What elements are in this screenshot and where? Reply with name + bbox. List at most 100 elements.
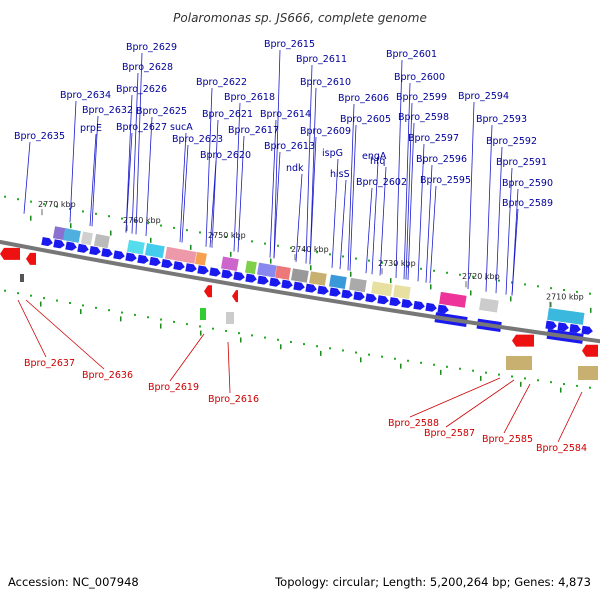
guide-dot — [277, 338, 279, 341]
guide-dot — [342, 349, 344, 352]
leader-line — [131, 72, 139, 234]
feature-block — [349, 277, 367, 293]
scale-label: 2760 kbp — [123, 216, 161, 225]
feature-block — [244, 260, 257, 275]
reverse-gene-arrow — [26, 252, 36, 265]
guide-dot — [459, 367, 461, 370]
guide-dot — [511, 375, 513, 378]
forward-gene-arrow — [353, 291, 365, 301]
leader-line — [169, 333, 205, 382]
guide-dot — [498, 373, 500, 376]
forward-gene-arrow — [569, 324, 581, 333]
gene-label-forward: ispG — [322, 148, 343, 159]
feature-tracks — [0, 226, 598, 380]
guide-dot — [407, 359, 409, 362]
forward-gene-arrow — [269, 277, 281, 287]
gene-label-forward: Bpro_2623 — [172, 134, 223, 145]
forward-gene-arrow — [329, 287, 341, 297]
guide-dot — [82, 210, 84, 213]
gene-label-forward: Bpro_2596 — [416, 154, 467, 165]
guide-tick — [190, 244, 192, 250]
guide-dot — [199, 325, 201, 328]
guide-dot — [576, 290, 578, 293]
guide-dot — [381, 355, 383, 358]
leader-line — [407, 122, 415, 280]
leader-line — [417, 143, 425, 282]
gene-label-forward: Bpro_2610 — [300, 77, 351, 88]
forward-gene-arrow — [389, 297, 401, 307]
forward-gene-arrow — [41, 237, 53, 247]
guide-dot — [17, 198, 19, 201]
guide-tick — [230, 251, 232, 257]
gene-label-forward: Bpro_2632 — [82, 105, 133, 116]
gene-label-forward: Bpro_2635 — [14, 131, 65, 142]
feature-block — [144, 243, 165, 259]
guide-tick — [550, 302, 552, 308]
gene-label-reverse: Bpro_2636 — [82, 370, 133, 381]
gene-label-reverse: Bpro_2584 — [536, 443, 587, 454]
leader-line — [273, 151, 281, 259]
gene-label-forward: Bpro_2622 — [196, 77, 247, 88]
gene-label-forward: Bpro_2628 — [122, 62, 173, 73]
guide-dot — [147, 316, 149, 319]
gene-label-forward: Bpro_2627 — [116, 122, 167, 133]
leader-line — [17, 299, 47, 358]
gene-label-forward: Bpro_2613 — [264, 141, 315, 152]
guide-tick — [510, 296, 512, 302]
leader-line — [211, 119, 219, 248]
guide-dot — [316, 251, 318, 254]
guide-tick — [200, 330, 202, 336]
gene-label-forward: Bpro_2600 — [394, 72, 445, 83]
guide-dot — [589, 292, 591, 295]
feature-block — [164, 246, 197, 264]
leader-line — [339, 179, 347, 270]
forward-gene-arrow — [137, 254, 149, 264]
leader-line — [349, 124, 357, 271]
gene-label-forward: Bpro_2634 — [60, 90, 111, 101]
feature-block — [309, 271, 327, 286]
gene-label-forward: Bpro_2598 — [398, 112, 449, 123]
feature-block — [479, 297, 499, 313]
scale-label: 2720 kbp — [462, 272, 500, 281]
guide-dot — [589, 386, 591, 389]
leader-line — [205, 87, 213, 247]
leader-line — [23, 141, 31, 214]
guide-dot — [368, 259, 370, 262]
guide-dot — [524, 377, 526, 380]
guide-dot — [459, 273, 461, 276]
leader-line — [209, 160, 217, 248]
guide-dot — [342, 255, 344, 258]
guide-dot — [537, 379, 539, 382]
guide-tick — [360, 357, 362, 363]
forward-gene-arrow — [161, 258, 173, 269]
guide-dot — [355, 257, 357, 260]
feature-block — [226, 312, 234, 324]
scale-label: 2740 kbp — [291, 245, 329, 254]
gene-label-forward: engA — [362, 151, 387, 162]
guide-dot — [56, 299, 58, 302]
gene-label-forward: Bpro_2594 — [458, 91, 509, 102]
forward-gene-arrow — [437, 304, 449, 314]
guide-dot — [225, 329, 227, 332]
forward-gene-arrow — [257, 275, 269, 285]
gene-label-forward: Bpro_2626 — [116, 84, 167, 95]
leader-line — [365, 187, 373, 274]
guide-tick — [390, 278, 392, 284]
guide-dot — [381, 261, 383, 264]
gene-label-forward: Bpro_2615 — [264, 39, 315, 50]
guide-dot — [225, 235, 227, 238]
guide-dot — [446, 271, 448, 274]
gene-label-forward: Bpro_2590 — [502, 178, 553, 189]
forward-gene-arrow — [221, 269, 233, 279]
guide-dot — [43, 203, 45, 206]
leader-line — [505, 167, 513, 295]
gene-label-forward: sucA — [170, 122, 193, 133]
guide-dot — [264, 336, 266, 339]
leader-line — [485, 124, 493, 292]
guide-dot — [186, 229, 188, 232]
leader-line — [135, 52, 143, 235]
guide-tick — [280, 344, 282, 350]
guide-dot — [550, 381, 552, 384]
gene-label-forward: Bpro_2589 — [502, 198, 553, 209]
guide-dot — [43, 297, 45, 300]
